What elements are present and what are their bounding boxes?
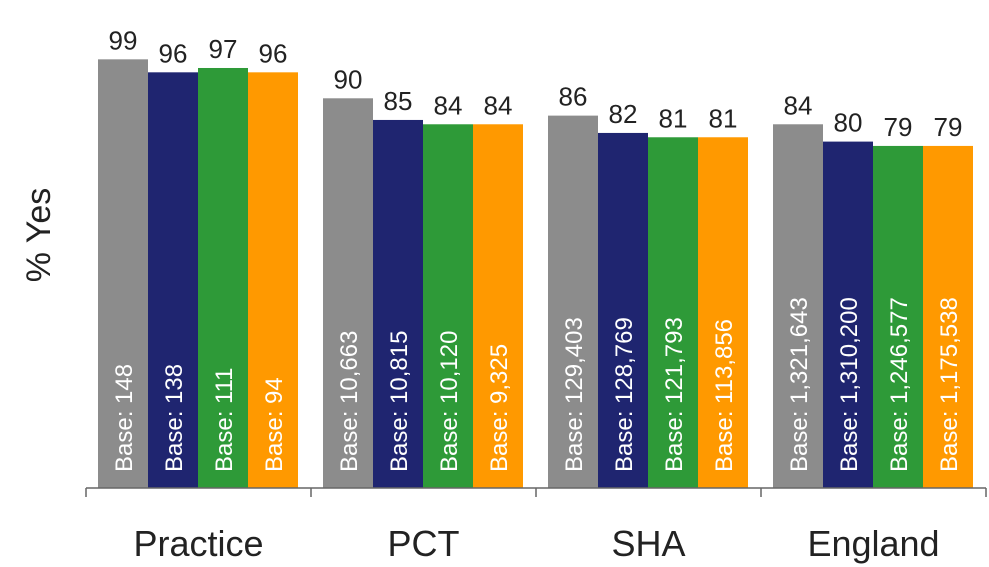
value-label: 82	[609, 99, 638, 129]
value-label: 96	[259, 38, 288, 68]
base-label: Base: 113,856	[711, 319, 738, 472]
base-label: Base: 111	[211, 367, 238, 472]
category-label: PCT	[388, 523, 460, 564]
base-label: Base: 128,769	[611, 317, 638, 472]
bar-practice-3	[198, 67, 248, 489]
base-label: Base: 129,403	[561, 317, 588, 472]
value-label: 79	[884, 112, 913, 142]
bar-england-3	[873, 145, 923, 488]
base-labels: Base: 148 Base: 138 Base: 111 Base: 94 Base:…	[111, 297, 963, 472]
base-label: Base: 1,175,538	[936, 297, 963, 472]
base-label: Base: 148	[111, 364, 138, 472]
bar-sha-2	[598, 132, 648, 488]
base-label: Base: 138	[161, 364, 188, 472]
bar-england-4	[923, 145, 973, 488]
value-label: 84	[484, 90, 513, 120]
base-label: Base: 1,321,643	[786, 297, 813, 472]
value-label: 97	[209, 34, 238, 64]
bar-practice-4	[248, 72, 298, 488]
value-label: 99	[109, 25, 138, 55]
category-label: England	[807, 523, 939, 564]
value-label: 90	[334, 64, 363, 94]
category-label: Practice	[133, 523, 263, 564]
bar-england-2	[823, 141, 873, 488]
value-labels: 99 96 97 96 90 85 84 84 86 82 81 81 84 80 79 79	[109, 25, 963, 142]
base-label: Base: 10,120	[436, 331, 463, 472]
base-label: Base: 121,793	[661, 317, 688, 472]
base-label: Base: 10,663	[336, 331, 363, 472]
bar-sha-3	[648, 137, 698, 488]
category-labels: Practice PCT SHA England	[133, 523, 939, 564]
base-label: Base: 94	[261, 377, 288, 472]
value-label: 84	[784, 90, 813, 120]
y-axis: % Yes	[20, 188, 58, 283]
x-axis	[85, 487, 987, 497]
bar-pct-2	[373, 119, 423, 488]
value-label: 86	[559, 82, 588, 112]
base-label: Base: 10,815	[386, 331, 413, 472]
bar-pct-1	[323, 98, 373, 489]
bar-england-1	[773, 124, 823, 488]
category-label: SHA	[611, 523, 685, 564]
bar-sha-4	[698, 137, 748, 488]
bars	[98, 59, 973, 489]
bar-pct-4	[473, 124, 523, 488]
bar-sha-1	[548, 115, 598, 489]
value-label: 80	[834, 108, 863, 138]
base-label: Base: 9,325	[486, 344, 513, 472]
base-label: Base: 1,310,200	[836, 297, 863, 472]
bar-pct-3	[423, 124, 473, 488]
value-label: 85	[384, 86, 413, 116]
y-axis-label: % Yes	[20, 188, 58, 283]
base-label: Base: 1,246,577	[886, 297, 913, 472]
bar-practice-1	[98, 59, 148, 489]
value-label: 81	[709, 103, 738, 133]
bar-practice-2	[148, 72, 198, 488]
value-label: 84	[434, 90, 463, 120]
value-label: 81	[659, 103, 688, 133]
value-label: 79	[934, 112, 963, 142]
value-label: 96	[159, 38, 188, 68]
